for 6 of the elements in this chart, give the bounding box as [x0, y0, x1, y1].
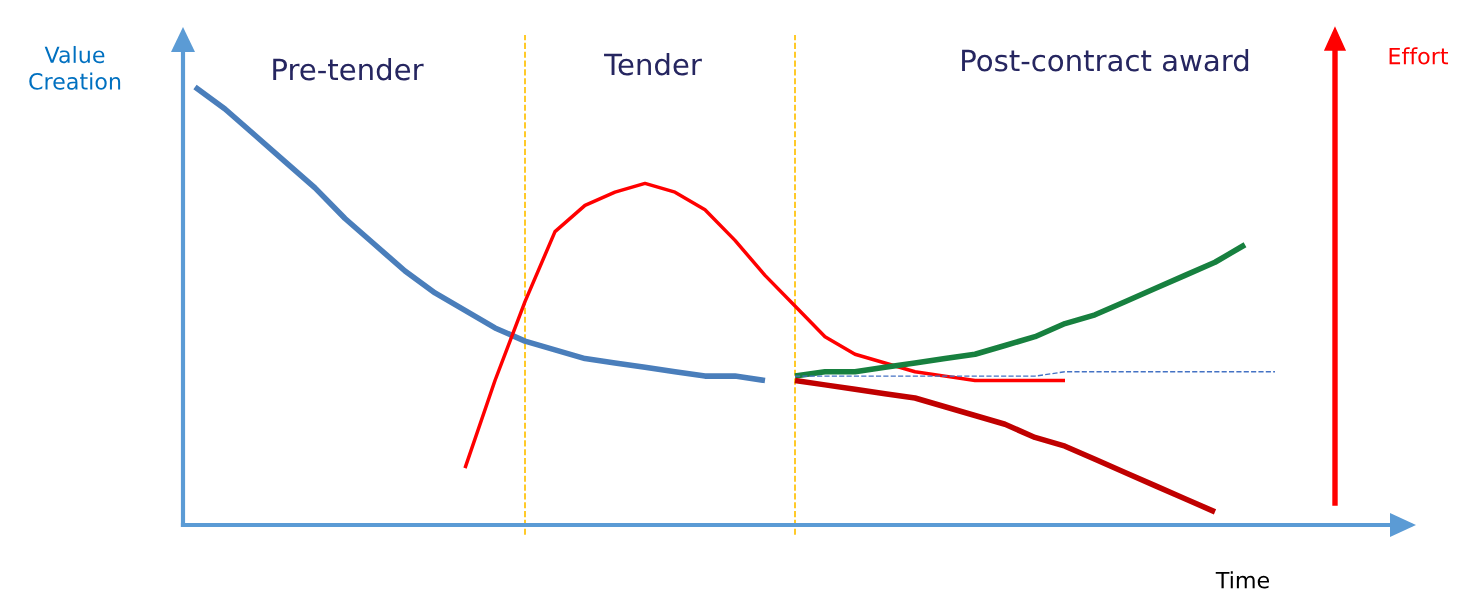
text: Pre-tender	[273, 57, 424, 81]
text: Tender	[604, 52, 702, 76]
y-axis-title: Value Creation	[29, 45, 121, 90]
x-axis-title: Time	[1215, 571, 1269, 589]
text: Effort	[1389, 47, 1449, 65]
text: Post-contract award	[962, 48, 1249, 72]
